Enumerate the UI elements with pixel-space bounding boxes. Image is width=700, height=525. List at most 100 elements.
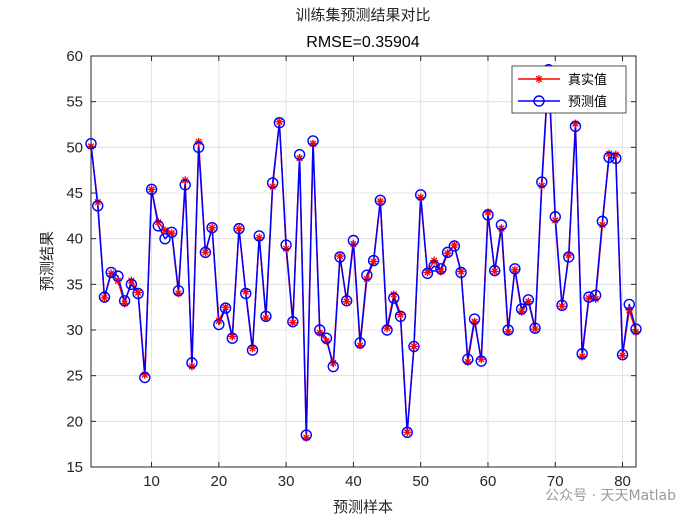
asterisk-stroke (229, 333, 236, 340)
data-point-predicted (287, 316, 299, 328)
data-point-actual (376, 197, 385, 206)
data-point-actual (342, 297, 351, 306)
asterisk-stroke (444, 250, 451, 257)
data-point-predicted (206, 222, 218, 234)
data-point-actual (457, 267, 466, 276)
x-axis-label: 预测样本 (333, 498, 393, 516)
x-tick-label: 50 (412, 473, 429, 490)
data-point-predicted (374, 194, 387, 207)
data-point-predicted (381, 324, 393, 336)
data-point-predicted (596, 215, 609, 228)
y-tick-label: 55 (66, 94, 83, 111)
data-point-actual (147, 185, 156, 194)
legend-label-actual: 真实值 (568, 72, 607, 88)
x-tick-label: 80 (614, 473, 631, 490)
series-line-predicted (90, 68, 637, 436)
legend: 真实值 预测值 (511, 65, 627, 114)
data-point-actual (490, 267, 499, 276)
data-point-predicted (421, 267, 434, 280)
data-point-predicted (260, 310, 272, 322)
asterisk-stroke (107, 270, 115, 277)
asterisk-stroke (134, 289, 142, 296)
asterisk-stroke (531, 325, 539, 333)
data-point-actual (443, 249, 452, 258)
asterisk-stroke (477, 355, 485, 363)
asterisk-stroke (410, 343, 418, 350)
asterisk-stroke (551, 217, 559, 224)
data-point-predicted (172, 285, 185, 297)
asterisk-stroke (161, 227, 169, 234)
data-point-actual (167, 229, 176, 238)
asterisk-stroke (222, 303, 229, 311)
data-point-predicted (105, 266, 117, 279)
data-point-actual (510, 265, 519, 274)
asterisk-stroke (525, 298, 532, 305)
asterisk-stroke (269, 183, 276, 190)
data-point-predicted (213, 318, 225, 331)
asterisk-stroke (262, 314, 270, 322)
data-point-predicted (515, 303, 528, 315)
chart-title: 训练集预测结果对比 (295, 6, 430, 24)
data-point-actual (275, 117, 284, 126)
data-point-predicted (118, 295, 131, 307)
data-point-predicted (293, 148, 306, 161)
asterisk-stroke (605, 150, 613, 157)
asterisk-stroke (451, 241, 458, 249)
asterisk-stroke (619, 352, 626, 359)
asterisk-stroke (282, 245, 290, 252)
data-point-predicted (522, 294, 535, 306)
asterisk-stroke (215, 317, 223, 325)
asterisk-stroke (390, 291, 398, 298)
data-point-predicted (145, 183, 158, 196)
asterisk-stroke (511, 266, 519, 273)
asterisk-stroke (208, 224, 216, 231)
asterisk-stroke (457, 268, 465, 275)
series-layer (85, 63, 642, 442)
asterisk-stroke (155, 218, 162, 226)
asterisk-stroke (94, 198, 101, 206)
data-point-actual (403, 428, 412, 437)
data-point-actual (134, 288, 143, 297)
asterisk-stroke (377, 197, 384, 205)
data-point-predicted (219, 302, 232, 314)
data-point-predicted (489, 264, 501, 277)
data-point-predicted (448, 240, 461, 252)
x-tick-label: 60 (480, 473, 497, 490)
chart-subtitle: RMSE=0.35904 (306, 34, 420, 51)
x-tick-label: 30 (278, 473, 295, 490)
data-point-actual (450, 241, 459, 250)
legend-label-predicted: 预测值 (568, 94, 607, 110)
data-point-predicted (166, 226, 178, 238)
data-point-actual (235, 224, 244, 233)
data-point-actual (100, 294, 109, 303)
data-point-predicted (529, 322, 541, 334)
data-point-actual (369, 257, 378, 266)
plot-area (91, 56, 636, 467)
asterisk-stroke (397, 311, 404, 318)
y-tick-label: 60 (66, 48, 83, 65)
data-point-predicted (246, 344, 259, 356)
axis-ticks: 10 20 30 40 50 60 70 80 15 20 25 30 35 40 45 50 55 60 (66, 48, 636, 490)
y-tick-label: 20 (66, 413, 83, 430)
data-point-predicted (401, 426, 413, 438)
data-point-actual (423, 268, 432, 277)
data-point-predicted (468, 313, 481, 325)
data-point-predicted (603, 151, 615, 164)
data-point-predicted (92, 200, 104, 212)
asterisk-stroke (242, 288, 250, 295)
data-point-predicted (320, 332, 333, 344)
data-point-predicted (394, 310, 407, 322)
data-point-predicted (327, 360, 339, 373)
data-point-predicted (354, 337, 366, 349)
data-point-predicted (435, 263, 447, 275)
asterisk-stroke (343, 298, 350, 305)
data-point-predicted (583, 291, 595, 303)
data-point-actual (221, 303, 230, 312)
data-point-predicted (495, 219, 508, 231)
y-tick-label: 35 (66, 276, 83, 293)
asterisk-stroke (128, 277, 135, 284)
data-point-predicted (240, 287, 252, 300)
data-point-predicted (462, 353, 474, 365)
data-point-predicted (482, 209, 494, 221)
legend-marker-actual (535, 75, 543, 83)
